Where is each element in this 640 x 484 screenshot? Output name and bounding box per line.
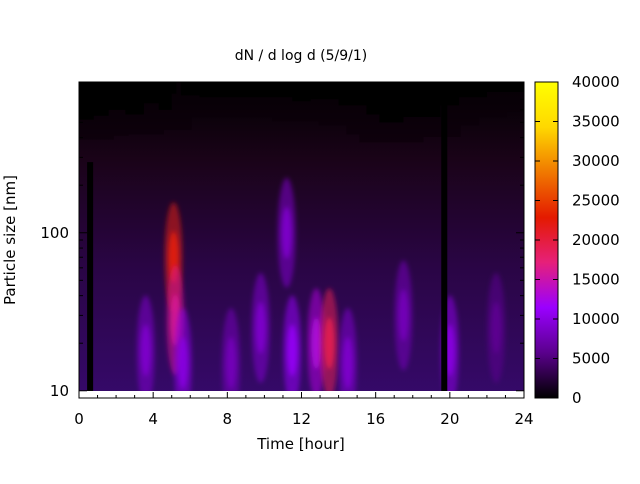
data-gap [87, 162, 94, 398]
colorbar-tick-label: 35000 [572, 113, 620, 131]
colorbar-tick-label: 10000 [572, 310, 620, 328]
plot-area [79, 82, 524, 398]
x-axis-label: Time [hour] [256, 435, 345, 453]
colorbar-tick-label: 30000 [572, 152, 620, 170]
chart-title: dN / d log d (5/9/1) [235, 48, 368, 64]
colorbar-tick-label: 5000 [572, 350, 610, 368]
upper-cutoff-band [79, 82, 524, 123]
x-tick-label: 4 [148, 410, 158, 428]
y-axis: 10 100 [40, 81, 524, 400]
x-tick-label: 0 [74, 410, 84, 428]
heatmap-feature [222, 307, 241, 398]
heatmap-feature [251, 272, 270, 383]
colorbar-axis: 0 5000 10000 15000 20000 25000 30000 35000 40000 [535, 73, 620, 407]
heatmap-feature [277, 177, 296, 288]
heatmap-feature [136, 295, 155, 398]
heatmap-feature [283, 295, 302, 398]
y-tick-label: 10 [50, 382, 69, 400]
data-gaps [87, 82, 448, 398]
colorbar-tick-label: 40000 [572, 73, 620, 91]
heatmap-feature [394, 260, 413, 371]
data-gap [441, 82, 448, 398]
x-tick-label: 12 [292, 410, 311, 428]
heatmap-feature [338, 307, 357, 398]
x-tick-label: 8 [223, 410, 233, 428]
colorbar-tick-label: 25000 [572, 192, 620, 210]
x-axis: 0 4 8 12 16 20 24 [74, 82, 534, 428]
heatmap-features [136, 177, 506, 398]
y-tick-label: 100 [40, 224, 69, 242]
colorbar-tick-label: 20000 [572, 231, 620, 249]
colorbar-tick-label: 0 [572, 389, 582, 407]
colorbar-tick-label: 15000 [572, 271, 620, 289]
heatmap-feature [307, 288, 326, 398]
heatmap-feature [173, 307, 192, 398]
heatmap-feature [320, 288, 339, 398]
heatmap-feature [487, 272, 506, 383]
y-axis-label: Particle size [nm] [1, 175, 19, 305]
x-tick-label: 20 [440, 410, 459, 428]
x-tick-label: 16 [366, 410, 385, 428]
x-tick-label: 24 [514, 410, 533, 428]
